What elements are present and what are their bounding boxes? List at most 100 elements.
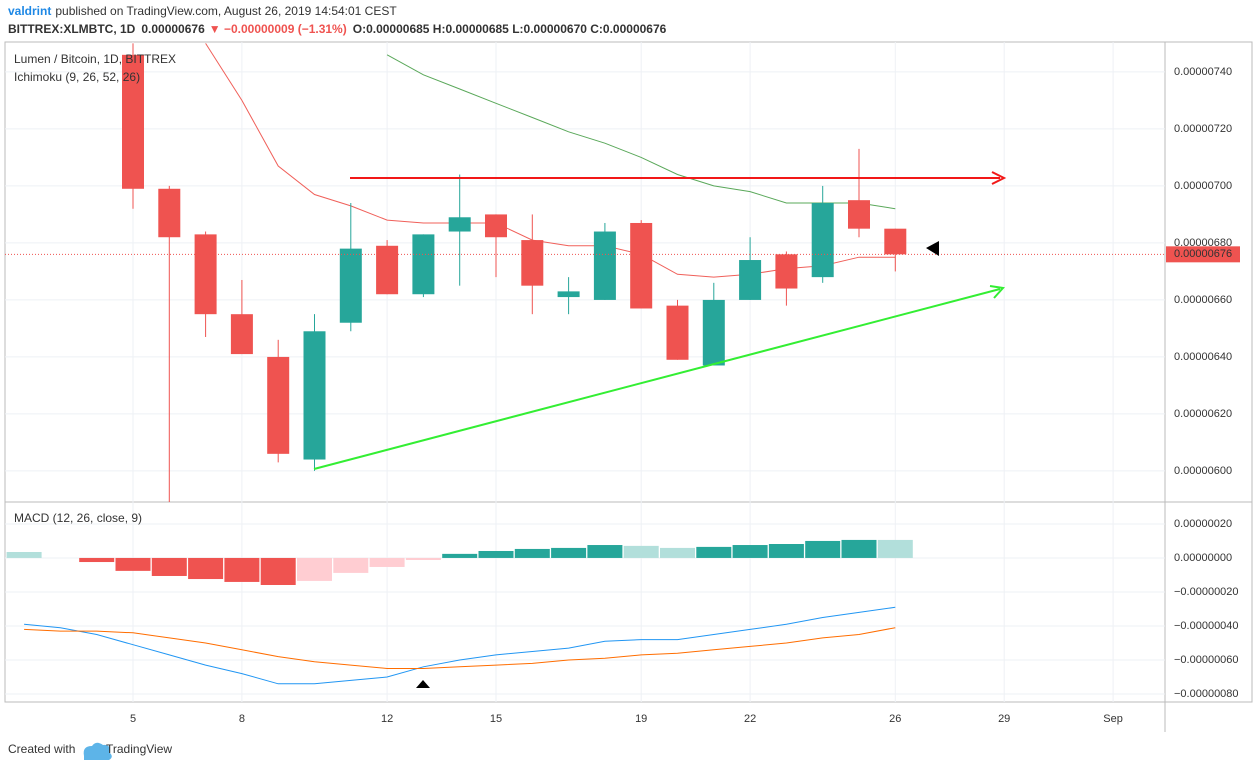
y-tick-label: 0.00000680 (1174, 237, 1232, 249)
candle-body (122, 54, 144, 189)
logo (83, 742, 112, 760)
price-pane (5, 43, 1165, 502)
y-tick-label: 0.00000020 (1174, 518, 1232, 530)
publish-line: valdrint published on TradingView.com, Au… (8, 4, 397, 18)
candle-body (739, 260, 762, 300)
histogram-bar (478, 550, 514, 558)
macd-pane (6, 539, 913, 685)
x-tick-label: 26 (889, 713, 901, 725)
macd-title: MACD (12, 26, close, 9) (14, 511, 142, 525)
x-tick-label: 5 (130, 713, 136, 725)
candle-body (666, 305, 689, 360)
arrow-head (989, 285, 1005, 299)
candle-body (557, 291, 580, 298)
y-tick-label: 0.00000720 (1174, 123, 1232, 135)
histogram-bar (660, 547, 695, 558)
chart-title: Lumen / Bitcoin, 1D, BITTREX (14, 52, 176, 66)
signal-line (24, 627, 896, 669)
y-tick-label: −0.00000040 (1174, 620, 1239, 632)
candle-body (884, 228, 907, 255)
brand: TradingView (106, 742, 172, 756)
last-price-label: 0.00000676 (1174, 248, 1232, 260)
x-tick-label: 12 (381, 713, 393, 725)
drawings (313, 171, 1007, 688)
y-tick-label: 0.00000740 (1174, 66, 1232, 78)
y-tick-label: −0.00000060 (1174, 654, 1239, 666)
marker (926, 241, 939, 256)
candle-body (521, 240, 544, 286)
last-price-box (1166, 246, 1240, 263)
y-tick-label: −0.00000020 (1174, 586, 1239, 598)
y-tick-label: 0.00000600 (1174, 465, 1232, 477)
x-tick-label: 29 (998, 713, 1010, 725)
histogram-bar (333, 557, 369, 573)
y-tick-label: 0.00000000 (1174, 552, 1232, 564)
axes: 0.00000600 0.00000620 0.00000640 0.00000660… (130, 66, 1240, 725)
histogram-bar (260, 557, 296, 585)
author: valdrint (8, 4, 51, 18)
y-tick-label: 0.00000640 (1174, 351, 1232, 363)
histogram-bar (79, 557, 115, 563)
last: 0.00000676 (141, 22, 205, 36)
y-tick-label: 0.00000700 (1174, 180, 1232, 192)
candle-body (485, 214, 507, 238)
x-tick-label: Sep (1103, 713, 1123, 725)
histogram-bar (551, 547, 587, 558)
candle-body (194, 234, 217, 315)
y-tick-label: −0.00000080 (1174, 688, 1239, 700)
candle-body (412, 234, 435, 295)
grid (5, 42, 1165, 702)
x-tick-label: 15 (490, 713, 502, 725)
ichimoku-line (386, 54, 896, 210)
candle-body (158, 188, 181, 238)
candle-body (339, 248, 362, 323)
histogram-bar (587, 545, 623, 558)
change: ▼ −0.00000009 (−1.31%) (209, 22, 347, 36)
histogram-bar (623, 545, 659, 558)
candle-body (702, 299, 725, 366)
histogram-bar (115, 557, 151, 571)
arrow-head (991, 171, 1007, 185)
indicator-label: Ichimoku (9, 26, 52, 26) (14, 70, 140, 84)
footer-text: Created with (8, 742, 75, 756)
histogram-bar (6, 552, 42, 558)
support-line (313, 288, 1001, 470)
histogram-bar (369, 557, 405, 567)
histogram-bar (732, 545, 768, 558)
symbol: BITTREX:XLMBTC, 1D (8, 22, 136, 36)
candle-body (630, 222, 653, 309)
y-tick-label: 0.00000660 (1174, 294, 1232, 306)
frame (4, 41, 1253, 703)
histogram-bar (224, 557, 260, 582)
symbol-line: BITTREX:XLMBTC, 1D 0.00000676 ▼ −0.0000000… (8, 22, 667, 36)
candle-body (303, 331, 326, 460)
candle-body (593, 231, 616, 300)
candle-body (848, 200, 870, 229)
histogram-bar (188, 557, 224, 580)
histogram-bar (768, 544, 804, 558)
candle-body (267, 356, 290, 454)
candle-body (811, 203, 834, 278)
histogram-bar (405, 557, 441, 560)
published: published on TradingView.com, August 26,… (55, 4, 397, 18)
candle-body (376, 245, 399, 295)
marker (416, 680, 430, 688)
histogram-bar (297, 557, 332, 581)
candle-body (230, 314, 253, 355)
x-tick-label: 19 (635, 713, 647, 725)
x-tick-label: 8 (239, 713, 245, 725)
candle-body (448, 217, 471, 232)
macd-line (24, 606, 896, 685)
candle-body (775, 254, 798, 289)
histogram-bar (514, 548, 550, 558)
histogram-bar (877, 539, 913, 558)
histogram-bar (442, 553, 478, 558)
ichimoku-line (205, 43, 896, 278)
histogram-bar (696, 546, 732, 558)
ohlc: O:0.00000685 H:0.00000685 L:0.00000670 C… (353, 22, 667, 36)
y-tick-label: 0.00000620 (1174, 408, 1232, 420)
histogram-bar (841, 539, 877, 558)
histogram-bar (151, 557, 187, 576)
x-tick-label: 22 (744, 713, 756, 725)
